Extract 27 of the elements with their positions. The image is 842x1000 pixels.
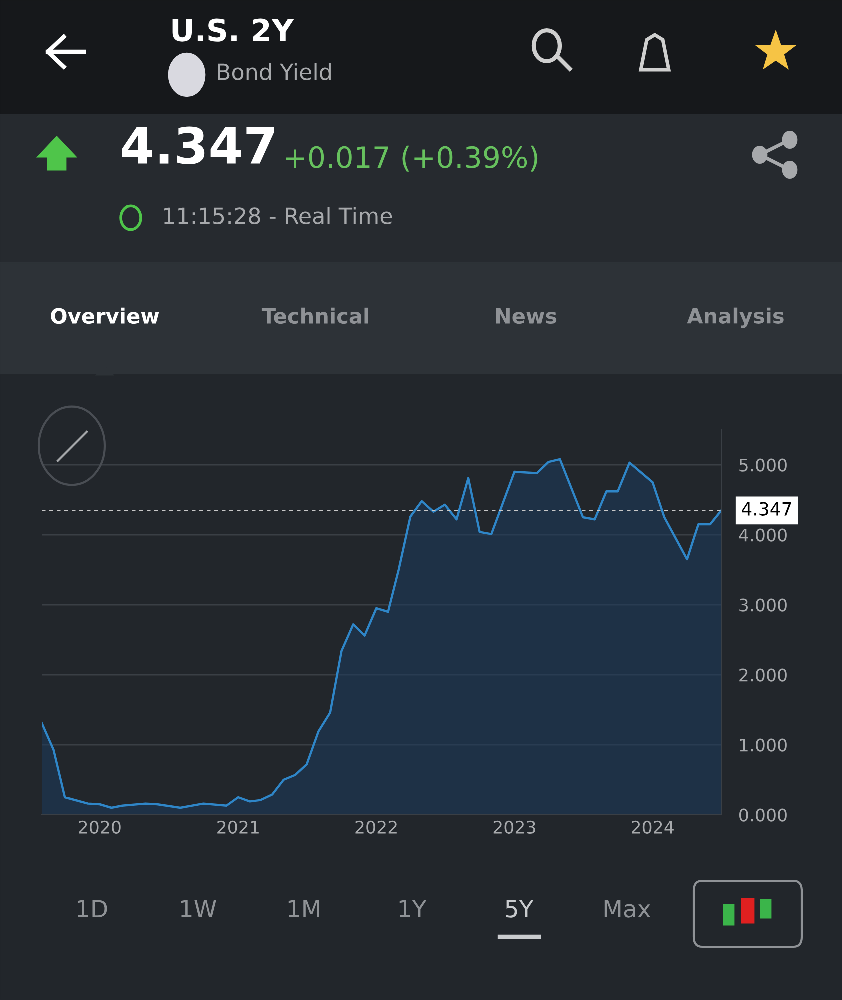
text: 1M bbox=[288, 900, 320, 918]
text: 4.347 bbox=[122, 126, 274, 165]
x-tick-label: 2024 bbox=[632, 820, 674, 834]
y-tick-label: 2.000 bbox=[740, 668, 787, 682]
text: News bbox=[496, 308, 557, 324]
text: 11:15:28 - Real Time bbox=[164, 207, 392, 224]
x-tick-label: 2021 bbox=[218, 820, 259, 834]
x-tick-label: 2023 bbox=[494, 820, 536, 834]
text: 1Y bbox=[400, 900, 427, 918]
text: Analysis bbox=[687, 308, 784, 328]
text: Max bbox=[604, 900, 651, 918]
text: 1D bbox=[78, 900, 108, 918]
y-tick-label: 4.000 bbox=[739, 528, 787, 542]
y-tick-label: 5.000 bbox=[740, 458, 787, 472]
ref-line-label: 4.347 bbox=[742, 502, 792, 516]
text: 5Y bbox=[506, 900, 534, 918]
text: +0.017 (+0.39%) bbox=[286, 146, 538, 172]
text: 1W bbox=[181, 900, 216, 918]
y-tick-label: 3.000 bbox=[740, 598, 787, 612]
text: Overview bbox=[51, 308, 160, 324]
chart-title: U.S. 2Y bbox=[172, 18, 294, 42]
chart-subtitle: Bond Yield bbox=[218, 63, 331, 80]
y-tick-label: 0.000 bbox=[740, 808, 787, 822]
x-tick-label: 2022 bbox=[356, 820, 397, 834]
x-tick-label: 2020 bbox=[79, 820, 121, 834]
text: Technical bbox=[262, 308, 368, 324]
y-tick-label: 1.000 bbox=[740, 738, 787, 752]
